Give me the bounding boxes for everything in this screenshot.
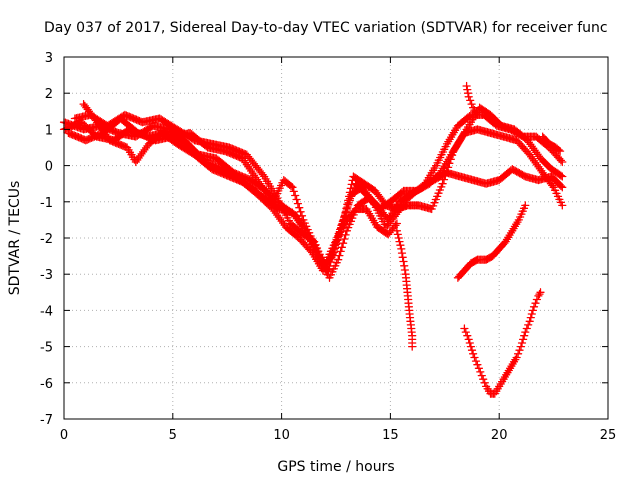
x-tick-label: 25 (600, 428, 617, 443)
y-axis-label: SDTVAR / TECUs (7, 181, 23, 296)
x-tick-label: 15 (382, 428, 399, 443)
y-tick-label: -5 (40, 341, 53, 356)
y-tick-label: -7 (40, 413, 53, 428)
series-track-10 (538, 132, 565, 156)
series-track-9 (462, 81, 482, 120)
y-tick-label: 1 (45, 123, 53, 138)
y-tick-label: -6 (40, 377, 53, 392)
x-axis-label: GPS time / hours (277, 459, 394, 475)
y-tick-label: 2 (45, 87, 53, 102)
x-tick-label: 10 (273, 428, 290, 443)
y-tick-label: -1 (40, 196, 53, 211)
series-track-5 (79, 99, 402, 268)
series-track-8 (460, 288, 545, 398)
data-series-group (59, 81, 567, 398)
series-track-4 (70, 103, 567, 272)
chart-title: Day 037 of 2017, Sidereal Day-to-day VTE… (44, 20, 608, 36)
y-tick-label: 0 (45, 160, 53, 175)
x-tick-label: 5 (169, 428, 177, 443)
x-tick-label: 0 (60, 428, 68, 443)
y-tick-label: -4 (40, 304, 53, 319)
y-tick-label: -2 (40, 232, 53, 247)
y-tick-label: 3 (45, 51, 53, 66)
series-track-6 (392, 226, 417, 351)
series-track-7 (453, 201, 530, 282)
y-tick-label: -3 (40, 268, 53, 283)
x-tick-label: 20 (491, 428, 508, 443)
axis-ticks: 0 5 10 15 20 25 -7 -6 -5 -4 -3 -2 -1 0 1 2 3 (40, 51, 616, 443)
